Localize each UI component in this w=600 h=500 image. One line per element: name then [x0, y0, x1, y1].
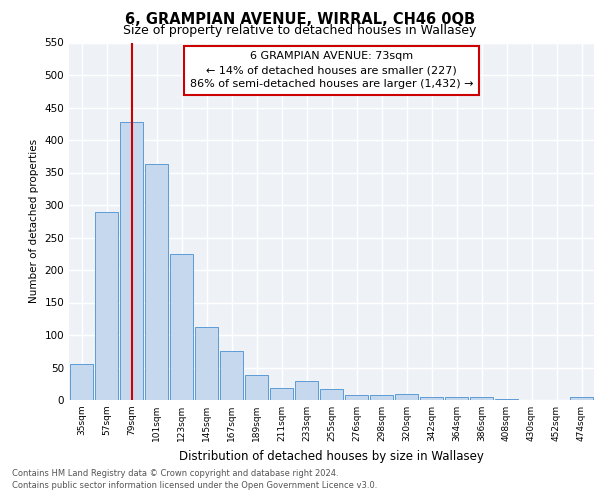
Text: Contains public sector information licensed under the Open Government Licence v3: Contains public sector information licen… — [12, 481, 377, 490]
Y-axis label: Number of detached properties: Number of detached properties — [29, 139, 39, 304]
X-axis label: Distribution of detached houses by size in Wallasey: Distribution of detached houses by size … — [179, 450, 484, 462]
Bar — [420, 397, 443, 400]
Text: Contains HM Land Registry data © Crown copyright and database right 2024.: Contains HM Land Registry data © Crown c… — [12, 468, 338, 477]
Bar — [270, 388, 293, 400]
Bar — [445, 397, 468, 400]
Bar — [245, 374, 268, 400]
Text: 6, GRAMPIAN AVENUE, WIRRAL, CH46 0QB: 6, GRAMPIAN AVENUE, WIRRAL, CH46 0QB — [125, 12, 475, 28]
Bar — [120, 122, 143, 400]
Bar — [145, 164, 168, 400]
Bar — [295, 381, 318, 400]
Bar — [570, 398, 593, 400]
Bar — [70, 364, 93, 400]
Bar — [95, 212, 118, 400]
Bar — [170, 254, 193, 400]
Bar — [195, 326, 218, 400]
Text: Size of property relative to detached houses in Wallasey: Size of property relative to detached ho… — [124, 24, 476, 37]
Bar — [345, 395, 368, 400]
Bar — [320, 389, 343, 400]
Bar — [395, 394, 418, 400]
Text: 6 GRAMPIAN AVENUE: 73sqm
← 14% of detached houses are smaller (227)
86% of semi-: 6 GRAMPIAN AVENUE: 73sqm ← 14% of detach… — [190, 52, 473, 90]
Bar — [370, 396, 393, 400]
Bar — [220, 350, 243, 400]
Bar — [470, 397, 493, 400]
